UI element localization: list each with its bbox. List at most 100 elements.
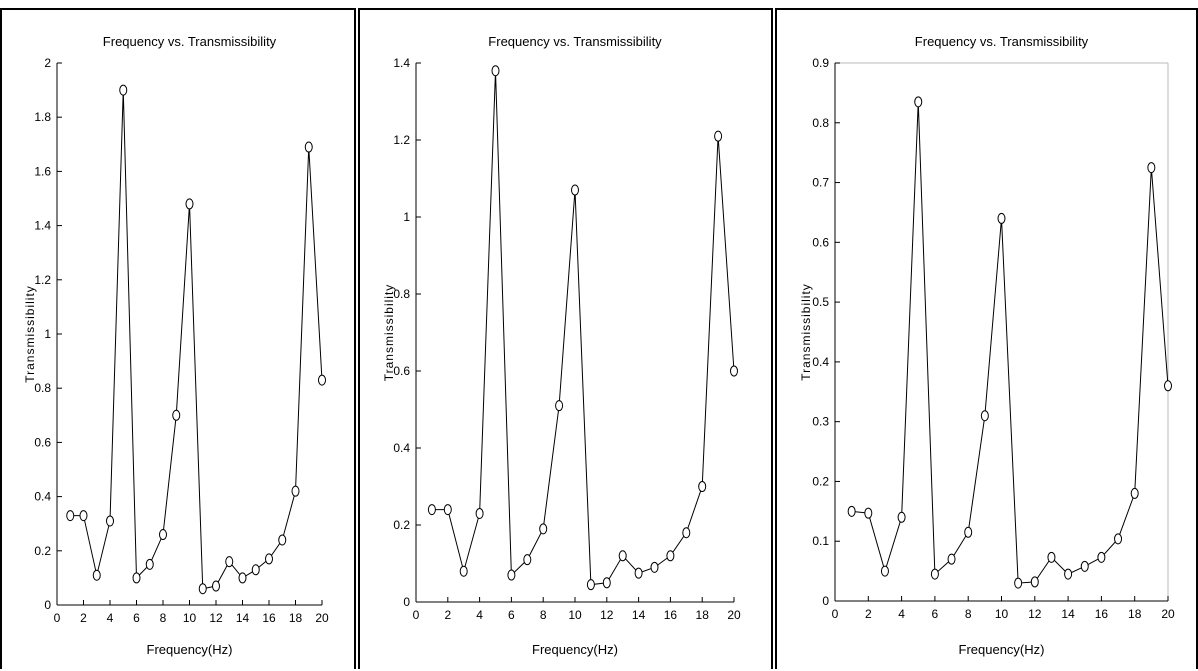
y-tick-label: 0.6: [393, 364, 410, 378]
x-tick-label: 10: [568, 608, 582, 622]
x-tick-label: 4: [476, 608, 483, 622]
x-tick-label: 2: [865, 607, 872, 621]
data-point: [1147, 162, 1156, 174]
data-point: [880, 565, 889, 577]
data-point: [278, 534, 287, 546]
data-point: [602, 577, 611, 589]
y-tick-label: 0.5: [812, 295, 829, 309]
data-point: [443, 504, 452, 516]
x-tick-label: 16: [1095, 607, 1109, 621]
data-point: [1047, 551, 1056, 563]
y-tick-label: 0: [44, 598, 51, 612]
x-tick-label: 4: [107, 611, 114, 625]
data-point: [145, 558, 154, 570]
x-tick-label: 6: [508, 608, 515, 622]
y-tick-label: 0: [403, 595, 410, 609]
y-tick-label: 1.2: [34, 273, 51, 287]
x-tick-label: 8: [965, 607, 972, 621]
y-tick-label: 0.7: [812, 176, 829, 190]
y-tick-label: 0.4: [34, 490, 51, 504]
data-point: [475, 507, 484, 519]
y-tick-label: 0.9: [812, 56, 829, 70]
y-tick-label: 1.6: [34, 164, 51, 178]
x-tick-label: 12: [209, 611, 223, 625]
x-tick-label: 16: [262, 611, 276, 625]
y-tick-label: 0.6: [812, 235, 829, 249]
chart-panel-3: Frequency vs. Transmissibility 0 0.1 0.2 0.3…: [775, 8, 1198, 669]
y-tick-label: 0.3: [812, 415, 829, 429]
data-point: [119, 84, 128, 96]
data-point: [238, 572, 247, 584]
series-line: [851, 101, 1169, 584]
x-axis-label: Frequency(Hz): [959, 642, 1045, 657]
series-line: [431, 70, 735, 586]
y-tick-label: 0.8: [34, 381, 51, 395]
y-tick-label: 1.4: [34, 219, 51, 233]
data-point: [947, 553, 956, 565]
chart-panel-1: Frequency vs. Transmissibility 0 0.2 0.4 0.6…: [0, 8, 356, 669]
data-point: [618, 550, 627, 562]
chart-svg-3: Frequency vs. Transmissibility 0 0.1 0.2 0.3…: [799, 34, 1175, 657]
data-point: [1130, 487, 1139, 499]
y-tick-label: 1.2: [393, 133, 410, 147]
y-tick-label: 0.2: [34, 544, 51, 558]
x-tick-label: 0: [832, 607, 839, 621]
x-tick-label: 4: [898, 607, 905, 621]
data-point: [930, 568, 939, 580]
x-tick-label: 12: [1028, 607, 1042, 621]
data-point: [198, 583, 207, 595]
data-point: [897, 511, 906, 523]
data-point: [1014, 577, 1023, 589]
data-point: [185, 198, 194, 210]
data-point: [571, 184, 579, 196]
data-point: [682, 527, 691, 539]
x-tick-label: 20: [727, 608, 741, 622]
data-point: [1114, 533, 1123, 545]
y-tick-label: 1.8: [34, 110, 51, 124]
chart-panel-2: Frequency vs. Transmissibility 0 0.2 0.4 0.6…: [358, 8, 773, 669]
x-axis-label: Frequency(Hz): [532, 642, 618, 657]
y-tick-label: 1.4: [393, 56, 410, 70]
y-tick-label: 0.8: [393, 287, 410, 301]
data-point: [212, 580, 220, 592]
y-tick-label: 0.4: [393, 441, 410, 455]
x-tick-label: 8: [160, 611, 167, 625]
data-point: [997, 212, 1006, 224]
chart-title: Frequency vs. Transmissibility: [488, 34, 662, 49]
data-point: [650, 561, 659, 573]
data-point: [225, 556, 234, 568]
data-point: [507, 569, 516, 581]
data-point: [1030, 576, 1039, 588]
data-point: [106, 515, 114, 527]
data-point: [459, 565, 468, 577]
x-tick-label: 14: [1061, 607, 1075, 621]
y-tick-label: 0.8: [812, 116, 829, 130]
data-point: [847, 505, 856, 517]
data-point: [586, 579, 595, 591]
data-point: [1064, 568, 1073, 580]
x-tick-label: 20: [315, 611, 329, 625]
x-tick-label: 6: [932, 607, 939, 621]
data-point: [1080, 560, 1089, 572]
data-point: [491, 65, 500, 77]
y-axis-label: Transmissibility: [23, 285, 37, 383]
data-point: [666, 550, 675, 562]
data-point: [79, 510, 88, 522]
data-point: [291, 485, 300, 497]
data-point: [1097, 551, 1106, 563]
x-tick-label: 14: [632, 608, 646, 622]
x-tick-label: 18: [696, 608, 710, 622]
x-tick-label: 2: [444, 608, 451, 622]
data-point: [304, 141, 313, 153]
data-point: [730, 365, 738, 377]
x-tick-label: 12: [600, 608, 614, 622]
y-tick-label: 0.6: [34, 435, 51, 449]
data-point: [427, 504, 436, 516]
y-tick-label: 2: [44, 56, 51, 70]
data-point: [634, 567, 643, 579]
y-axis-label: Transmissibility: [382, 284, 396, 382]
y-tick-label: 0.2: [812, 474, 829, 488]
y-tick-label: 1: [44, 327, 51, 341]
data-point: [523, 554, 532, 566]
data-point: [1164, 380, 1172, 392]
